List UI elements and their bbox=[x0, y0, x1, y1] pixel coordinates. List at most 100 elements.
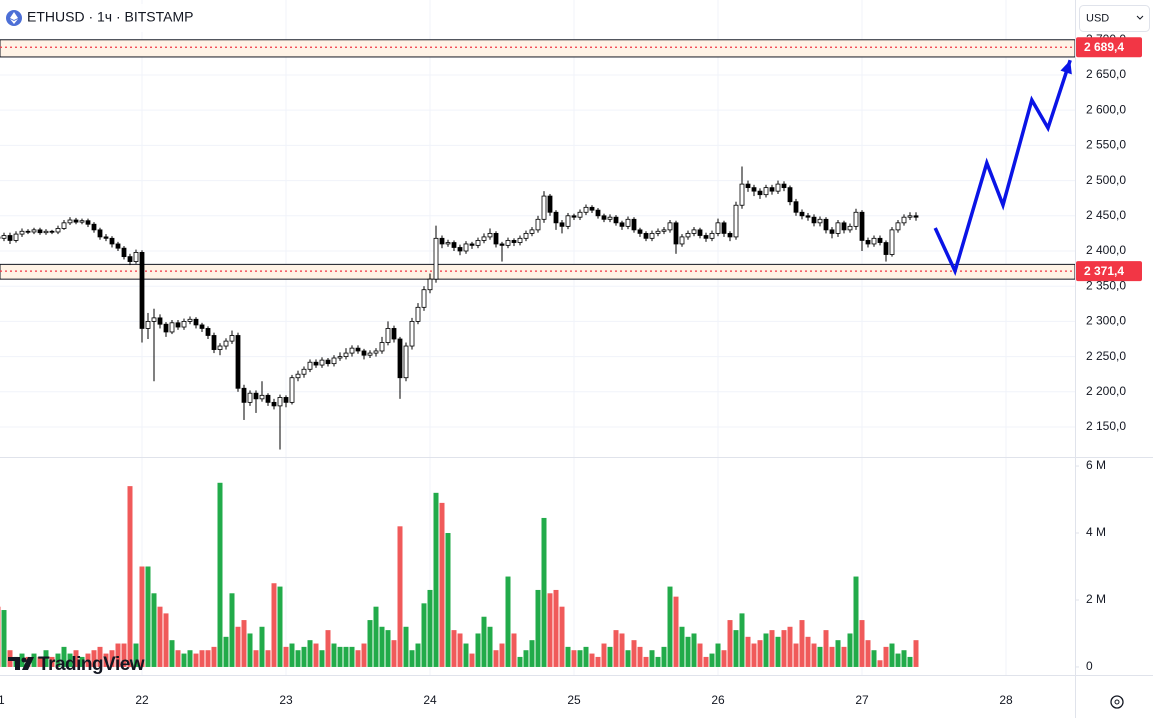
x-tick-label: 26 bbox=[711, 693, 725, 707]
y-tick-label: 2 400,0 bbox=[1086, 243, 1126, 257]
candle-body bbox=[697, 229, 703, 236]
forecast-line bbox=[933, 59, 1072, 276]
currency-box[interactable] bbox=[1079, 5, 1150, 32]
candle-body bbox=[19, 230, 25, 235]
volume-bar bbox=[595, 656, 601, 667]
candle-body bbox=[733, 204, 739, 238]
volume-bar bbox=[727, 620, 733, 667]
candle-body bbox=[877, 237, 883, 243]
candle-body bbox=[469, 243, 475, 246]
candle-body bbox=[511, 240, 517, 243]
candle-body bbox=[277, 397, 283, 407]
volume-bar bbox=[745, 636, 751, 667]
volume-bar bbox=[625, 650, 631, 667]
candle-body bbox=[247, 392, 253, 403]
volume-bar bbox=[319, 650, 325, 667]
volume-bar bbox=[241, 620, 247, 667]
volume-bar bbox=[0, 606, 1, 667]
volume-bar bbox=[421, 603, 427, 667]
candle-body bbox=[907, 215, 913, 218]
volume-bar bbox=[151, 593, 157, 667]
volume-bar bbox=[271, 583, 277, 667]
candle-body bbox=[487, 232, 493, 238]
candle-body bbox=[37, 229, 43, 234]
volume-bar bbox=[235, 626, 241, 667]
volume-bar bbox=[109, 650, 115, 667]
candle-body bbox=[865, 240, 871, 245]
volume-bar bbox=[565, 646, 571, 667]
volume-tick-label: 2 M bbox=[1086, 592, 1106, 606]
volume-bar bbox=[397, 526, 403, 667]
volume-bar bbox=[847, 633, 853, 667]
volume-bar bbox=[103, 653, 109, 667]
y-tick-label: 2 150,0 bbox=[1086, 419, 1126, 433]
settings-button[interactable] bbox=[1110, 695, 1124, 709]
plot-layer bbox=[0, 39, 1075, 667]
volume-bar bbox=[571, 650, 577, 667]
candle-body bbox=[313, 361, 319, 366]
candle-body bbox=[205, 328, 211, 336]
y-tick-label: 2 550,0 bbox=[1086, 138, 1126, 152]
candle-body bbox=[805, 215, 811, 218]
logo-mark-2 bbox=[21, 657, 27, 663]
volume-bar bbox=[889, 643, 895, 667]
gear-icon[interactable] bbox=[1110, 695, 1124, 709]
x-tick-label: 25 bbox=[567, 693, 581, 707]
candle-body bbox=[373, 350, 379, 354]
volume-bar bbox=[913, 640, 919, 667]
candle-body bbox=[61, 222, 67, 229]
candle-body bbox=[175, 322, 181, 328]
candle-body bbox=[295, 373, 301, 379]
volume-bar bbox=[403, 626, 409, 667]
volume-bar bbox=[121, 643, 127, 667]
candle-body bbox=[769, 187, 775, 192]
currency-label[interactable]: USD bbox=[1086, 12, 1109, 24]
volume-bar bbox=[703, 656, 709, 667]
volume-bar bbox=[865, 640, 871, 667]
candle-body bbox=[541, 195, 547, 220]
volume-bar bbox=[601, 643, 607, 667]
candle-body bbox=[757, 190, 763, 196]
volume-bar bbox=[553, 589, 559, 667]
candle-body bbox=[817, 218, 823, 224]
candle-body bbox=[187, 318, 193, 322]
candle-body bbox=[133, 252, 139, 262]
candle-body bbox=[835, 222, 841, 234]
volume-bar bbox=[373, 606, 379, 667]
candle-body bbox=[79, 220, 85, 223]
volume-bar bbox=[835, 640, 841, 667]
volume-bar bbox=[1, 610, 7, 667]
candle-body bbox=[523, 232, 529, 239]
volume-bar bbox=[637, 646, 643, 667]
candle-body bbox=[283, 397, 289, 403]
candle-body bbox=[7, 235, 13, 241]
volume-bar bbox=[691, 633, 697, 667]
candle-body bbox=[301, 368, 307, 375]
volume-bar bbox=[385, 630, 391, 667]
volume-bar bbox=[61, 646, 67, 667]
candle-body bbox=[799, 211, 805, 217]
symbol-header: ETHUSD · 1ч · BITSTAMP bbox=[0, 4, 200, 32]
volume-bar bbox=[247, 633, 253, 667]
volume-bar bbox=[295, 650, 301, 667]
candle-body bbox=[199, 324, 205, 329]
volume-bar bbox=[661, 646, 667, 667]
candle-body bbox=[703, 235, 709, 239]
volume-bar bbox=[871, 650, 877, 667]
currency-select[interactable]: USD bbox=[1079, 5, 1150, 32]
volume-bar bbox=[31, 653, 37, 667]
candle-body bbox=[547, 195, 553, 213]
candle-body bbox=[589, 206, 595, 211]
candle-body bbox=[355, 347, 361, 352]
volume-bar bbox=[547, 593, 553, 667]
candle-body bbox=[559, 222, 565, 227]
volume-bar bbox=[511, 633, 517, 667]
volume-bar bbox=[175, 650, 181, 667]
volume-bar bbox=[883, 646, 889, 667]
candle-body bbox=[223, 340, 229, 347]
volume-bar bbox=[697, 643, 703, 667]
candle-body bbox=[415, 306, 421, 322]
candle-body bbox=[235, 335, 241, 389]
candle-body bbox=[565, 215, 571, 227]
